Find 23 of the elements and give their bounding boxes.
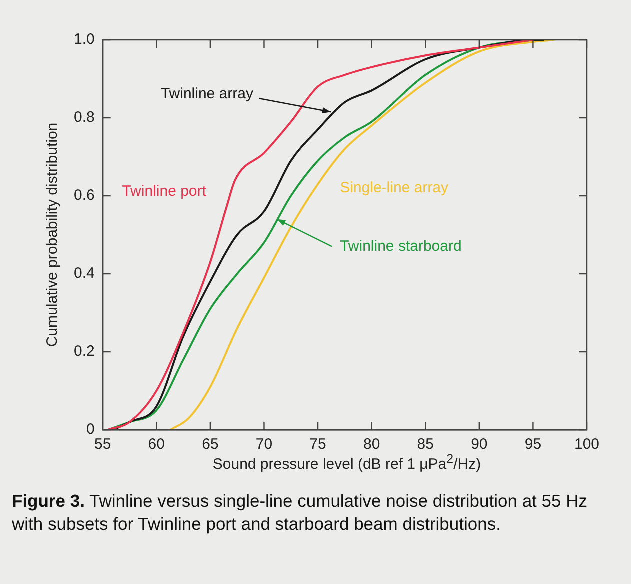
y-tick-label: 0.6 bbox=[74, 187, 95, 204]
x-tick-label: 100 bbox=[574, 436, 600, 454]
y-tick-label: 0 bbox=[86, 421, 95, 438]
x-tick-label: 90 bbox=[471, 436, 488, 454]
y-tick-label: 1.0 bbox=[74, 31, 95, 48]
x-tick-label: 60 bbox=[148, 436, 165, 454]
x-tick-label: 80 bbox=[363, 436, 380, 454]
x-tick-label: 85 bbox=[417, 436, 434, 454]
text: Twinline starboard bbox=[340, 238, 462, 255]
caption: Figure 3. Twinline versus single-line cumulative noise distribution at 55 Hz with subsets for Twinline port and starboard beam distributions. bbox=[12, 490, 588, 536]
x-tick-label: 75 bbox=[310, 436, 326, 454]
x-tick-label: 95 bbox=[524, 436, 542, 454]
series-label: Twinline port bbox=[122, 183, 208, 200]
text: Twinline array bbox=[160, 86, 254, 103]
series-label: Single-line array bbox=[340, 179, 449, 196]
y-tick-label: 0.4 bbox=[74, 265, 95, 282]
x-tick-label: 70 bbox=[256, 436, 273, 454]
x-tick-label: 55 bbox=[94, 436, 112, 454]
y-axis-title: Cumulative probability distribution bbox=[44, 122, 62, 348]
y-tick-label: 0.8 bbox=[74, 109, 95, 126]
x-tick-label: 65 bbox=[202, 436, 219, 454]
y-tick-label: 0.2 bbox=[74, 343, 95, 360]
x-axis-title: Sound pressure level (dB ref 1 μPa$^{2}$/Hz) bbox=[212, 452, 482, 473]
